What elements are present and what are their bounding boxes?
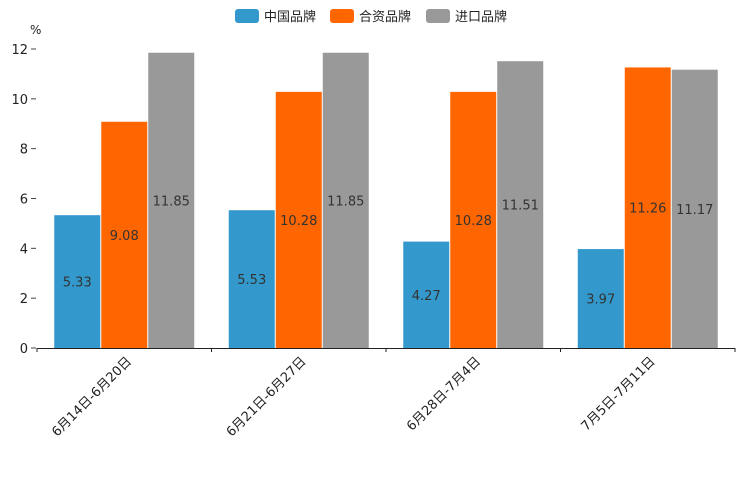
bar-group: 5.33 9.08 11.85 5.53 10.28 11.85 4.27 10.28 11.5… <box>54 52 718 349</box>
y-tick-label: 2 <box>20 292 28 307</box>
bar-value-label: 10.28 <box>280 214 317 229</box>
y-tick-label: 0 <box>20 342 28 357</box>
y-tick-label: 6 <box>20 193 28 208</box>
y-tick-label: 8 <box>20 143 28 158</box>
bar-value-label: 11.85 <box>153 194 190 209</box>
bar-value-label: 4.27 <box>412 289 441 304</box>
bar-joint-venture <box>101 121 148 348</box>
y-axis: 0 2 4 6 8 10 12 <box>11 43 36 357</box>
y-tick-label: 10 <box>11 93 28 108</box>
bar-china <box>577 249 624 348</box>
bar-china <box>54 215 101 348</box>
bar-value-label: 11.51 <box>502 199 539 214</box>
legend-label: 合资品牌 <box>359 9 411 25</box>
bar-joint-venture <box>624 67 671 349</box>
y-tick-label: 12 <box>11 43 28 58</box>
legend-label: 中国品牌 <box>264 9 316 25</box>
bar-joint-venture <box>275 91 322 349</box>
bar-import <box>322 52 369 349</box>
bar-china <box>403 241 450 348</box>
x-category-label: 7月5日-7月11日 <box>579 354 659 434</box>
bar-joint-venture <box>450 91 497 349</box>
bar-value-label: 11.26 <box>629 202 666 217</box>
bar-value-label: 10.28 <box>455 214 492 229</box>
bar-china <box>228 210 275 348</box>
bar-value-label: 5.33 <box>63 276 92 291</box>
bar-value-label: 9.08 <box>110 229 139 244</box>
legend-swatch <box>426 9 450 23</box>
legend: 中国品牌 合资品牌 进口品牌 <box>235 9 507 25</box>
bar-value-label: 5.53 <box>237 273 266 288</box>
x-category-label: 6月21日-6月27日 <box>224 354 310 440</box>
x-axis: 6月14日-6月20日 6月21日-6月27日 6月28日-7月4日 7月5日-7月1… <box>36 348 736 440</box>
bar-import <box>497 61 544 348</box>
bar-value-label: 3.97 <box>586 293 615 308</box>
y-tick-label: 4 <box>20 242 28 257</box>
bar-value-label: 11.17 <box>676 203 713 218</box>
legend-swatch <box>235 9 259 23</box>
bar-import <box>148 52 195 349</box>
legend-label: 进口品牌 <box>455 9 507 25</box>
x-category-label: 6月28日-7月4日 <box>404 354 484 434</box>
x-category-label: 6月14日-6月20日 <box>49 354 135 440</box>
bar-value-label: 11.85 <box>327 194 364 209</box>
y-axis-unit-label: % <box>30 23 41 37</box>
bar-import <box>671 69 718 348</box>
legend-swatch <box>330 9 354 23</box>
